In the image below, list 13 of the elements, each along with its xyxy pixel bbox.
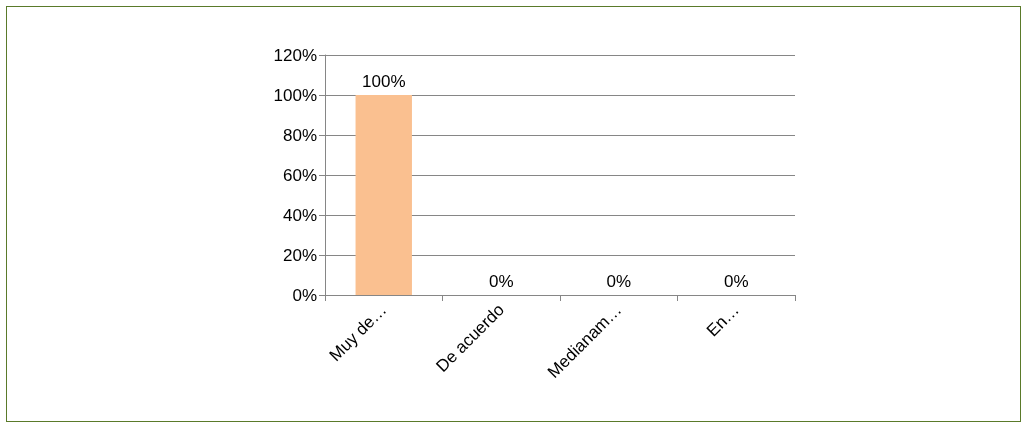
data-label: 0% (723, 272, 749, 291)
y-tick-label: 0% (292, 285, 317, 305)
y-tick-label: 80% (282, 125, 317, 145)
y-tick-label: 20% (282, 245, 317, 265)
data-label: 0% (488, 272, 514, 291)
data-label: 100% (362, 72, 406, 91)
x-tick-label: En… (702, 300, 743, 341)
y-tick-label: 120% (273, 45, 317, 65)
data-label: 0% (606, 272, 632, 291)
y-tick-label: 40% (282, 205, 317, 225)
y-tick-label: 100% (273, 85, 317, 105)
y-tick-label: 60% (282, 165, 317, 185)
x-tick-label: Muy de… (325, 300, 391, 366)
